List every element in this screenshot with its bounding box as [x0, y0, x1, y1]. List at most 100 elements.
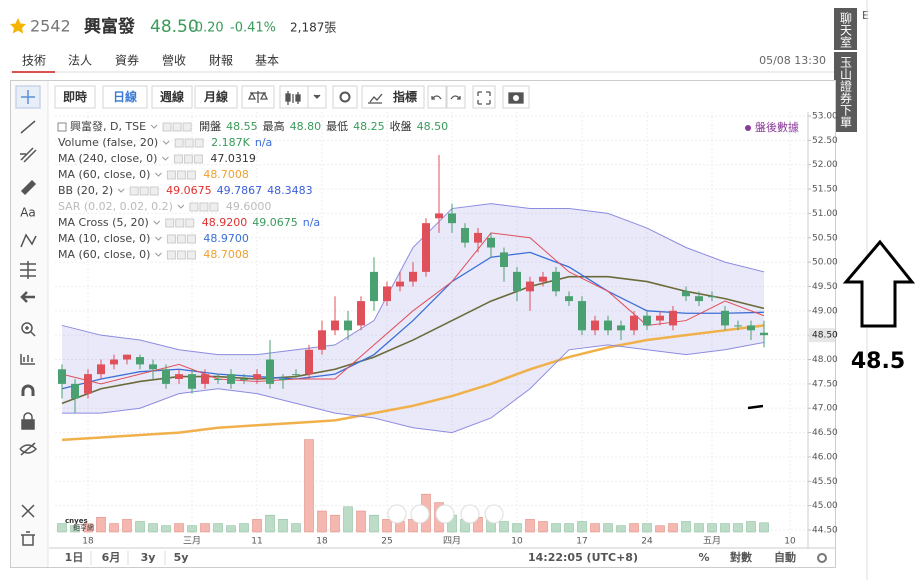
range-button[interactable]: 3y [141, 551, 156, 564]
legend-action[interactable] [165, 218, 175, 228]
live-button[interactable] [54, 85, 96, 109]
y-tick-label: 50.50 [812, 233, 838, 243]
legend-value: 收盤 [390, 119, 412, 133]
chart-type-button[interactable] [279, 85, 309, 109]
legend-action[interactable] [182, 122, 192, 132]
legend-caret[interactable] [162, 156, 169, 161]
bottom-settings[interactable] [817, 553, 827, 563]
legend-action[interactable] [194, 138, 204, 148]
legend-toggle[interactable] [57, 122, 67, 132]
legend-action[interactable] [139, 186, 149, 196]
fib-tool[interactable] [20, 147, 37, 163]
y-tick-label: 45.00 [812, 501, 838, 511]
text-tool[interactable]: Aa [20, 206, 36, 220]
settings-button[interactable] [332, 85, 358, 109]
candle-body [292, 374, 300, 376]
legend-caret[interactable] [155, 236, 162, 241]
legend-action[interactable] [199, 202, 209, 212]
visibility-tool[interactable] [19, 442, 38, 456]
tab[interactable]: 技術 [22, 54, 46, 68]
legend-caret[interactable] [150, 124, 158, 129]
range-button[interactable]: 5y [174, 551, 189, 564]
legend-action[interactable] [186, 170, 196, 180]
legend-action[interactable] [174, 138, 184, 148]
legend-action[interactable] [189, 202, 199, 212]
fullscreen-button[interactable] [472, 85, 496, 109]
legend-action[interactable] [186, 234, 196, 244]
auto-toggle[interactable]: 自動 [774, 550, 796, 564]
undo-button[interactable] [427, 85, 447, 109]
weekly-label: 週線 [160, 89, 184, 104]
legend-action[interactable] [166, 250, 176, 260]
pager-reset[interactable] [435, 504, 455, 524]
stock-name: 興富發 [84, 16, 135, 37]
monthly-button[interactable] [194, 85, 238, 109]
legend-action[interactable] [183, 154, 193, 164]
candle-body [331, 320, 339, 331]
legend-action[interactable] [175, 218, 185, 228]
pager-prev[interactable] [387, 504, 407, 524]
legend-action[interactable] [173, 154, 183, 164]
last-price-label: 48.50 [812, 331, 838, 341]
volume-bar [681, 521, 691, 533]
legend-value: n/a [255, 136, 272, 149]
volume-bar [759, 522, 769, 533]
tab[interactable]: 基本 [255, 54, 279, 68]
legend-action[interactable] [176, 234, 186, 244]
legend-action[interactable] [186, 250, 196, 260]
redo-button[interactable] [446, 85, 466, 109]
magnet-tool[interactable] [21, 384, 35, 396]
legend-action[interactable] [166, 170, 176, 180]
legend-action[interactable] [166, 234, 176, 244]
legend-action[interactable] [185, 218, 195, 228]
legend-action[interactable] [176, 250, 186, 260]
order-button[interactable] [834, 52, 857, 132]
legend-caret[interactable] [155, 252, 162, 257]
legend-action[interactable] [176, 170, 186, 180]
pager-zoom-out[interactable] [410, 504, 430, 524]
range-button[interactable]: 1日 [65, 551, 84, 564]
tab[interactable]: 資券 [115, 53, 139, 68]
weekly-button[interactable] [151, 85, 193, 109]
log-toggle[interactable]: 對數 [730, 550, 752, 564]
line-tool[interactable] [20, 120, 36, 134]
remove-tool[interactable] [21, 504, 35, 518]
tab[interactable]: 法人 [68, 54, 92, 68]
favorite-star[interactable] [10, 18, 26, 34]
legend-action[interactable] [129, 186, 139, 196]
tab[interactable]: 營收 [162, 54, 186, 68]
pager-next[interactable] [484, 504, 504, 524]
volume-bar [564, 523, 574, 533]
zoom-tool[interactable] [21, 322, 33, 334]
legend-caret[interactable] [162, 140, 170, 145]
legend-caret[interactable] [117, 188, 125, 193]
legend-action[interactable] [193, 154, 203, 164]
legend-action[interactable] [172, 122, 182, 132]
volume-bar [720, 523, 730, 533]
pattern-tool[interactable] [20, 233, 37, 248]
legend-action[interactable] [184, 138, 194, 148]
legend-caret[interactable] [153, 220, 161, 225]
chart-tool[interactable] [20, 354, 35, 365]
trash-tool[interactable] [21, 531, 35, 546]
volume-bar [317, 510, 327, 533]
volume-bar [109, 523, 119, 533]
legend-caret[interactable] [155, 172, 162, 177]
after-hours-link[interactable]: 盤後數據 [755, 120, 799, 134]
legend-action[interactable] [149, 186, 159, 196]
chat-button[interactable] [834, 8, 857, 50]
lock-tool[interactable] [21, 419, 35, 430]
legend-action[interactable] [209, 202, 219, 212]
daily-button[interactable] [102, 85, 148, 109]
legend-label: MA (240, close, 0) [58, 152, 157, 165]
range-button[interactable]: 6月 [102, 551, 121, 564]
back-tool[interactable] [20, 291, 35, 303]
y-tick-label: 53.00 [812, 112, 838, 122]
percent-toggle[interactable]: % [698, 551, 709, 564]
legend-action[interactable] [162, 122, 172, 132]
measure-tool[interactable] [20, 261, 36, 279]
brush-tool[interactable] [20, 179, 37, 196]
legend-caret[interactable] [177, 204, 185, 209]
pager-zoom-in[interactable] [460, 504, 480, 524]
tab[interactable]: 財報 [209, 53, 233, 68]
